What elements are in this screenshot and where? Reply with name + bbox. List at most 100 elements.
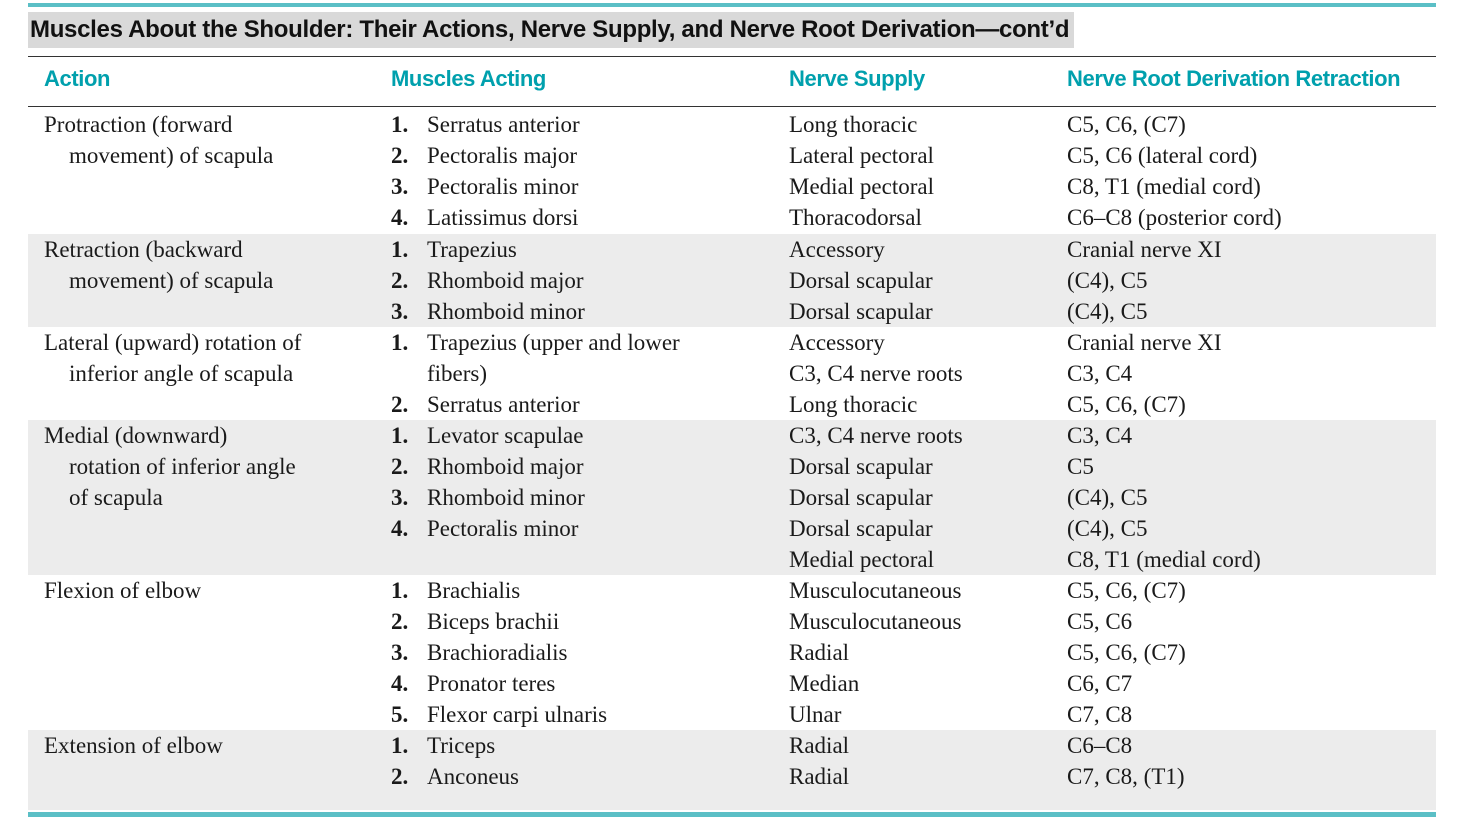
muscle-number: 1.	[391, 237, 409, 262]
nerve-root-line: C5, C6 (lateral cord)	[1067, 143, 1258, 168]
muscle-name: Trapezius	[427, 237, 517, 262]
muscle-item: 5. Flexor carpi ulnaris	[391, 699, 607, 730]
muscle-name: Pectoralis major	[427, 143, 578, 168]
action-line: Flexion of elbow	[44, 578, 202, 603]
header-bottom-rule	[28, 106, 1436, 107]
action-line: of scapula	[69, 485, 163, 510]
muscle-item: 1. Levator scapulae	[391, 420, 585, 451]
muscle-number: 3.	[391, 299, 409, 324]
muscle-name: Levator scapulae	[427, 423, 584, 448]
muscle-item: 4. Pectoralis minor	[391, 513, 585, 544]
nerve-supply-line: Musculocutaneous	[789, 609, 962, 634]
bottom-accent-bar	[28, 812, 1436, 817]
muscle-number: 5.	[391, 702, 409, 727]
nerve-root-line: C7, C8	[1067, 702, 1133, 727]
action-cell: Protraction (forward movement) of scapula	[44, 109, 273, 171]
muscle-item: 4. Pronator teres	[391, 668, 607, 699]
nerve-root-line: C5	[1067, 454, 1094, 479]
nerve-supply-line: Musculocutaneous	[789, 578, 962, 603]
muscle-name: Brachialis	[427, 578, 521, 603]
header-muscles: Muscles Acting	[391, 66, 546, 91]
nerve-root-cell: C6–C8 C7, C8, (T1)	[1067, 730, 1185, 792]
muscle-item: 2. Rhomboid major	[391, 451, 585, 482]
nerve-root-cell: Cranial nerve XI C3, C4 C5, C6, (C7)	[1067, 327, 1222, 420]
nerve-supply-line: Accessory	[789, 330, 885, 355]
muscles-cell: 1. Serratus anterior 2. Pectoralis major 3. P…	[391, 109, 580, 233]
nerve-supply-line: Radial	[789, 733, 850, 758]
nerve-supply-line: Radial	[789, 640, 850, 665]
muscle-name: Serratus anterior	[427, 392, 580, 417]
nerve-root-line: C8, T1 (medial cord)	[1067, 174, 1261, 199]
nerve-supply-line: Dorsal scapular	[789, 299, 933, 324]
table-row	[28, 420, 1436, 575]
muscle-number: 1.	[391, 330, 409, 355]
muscle-number: 1.	[391, 112, 409, 137]
muscle-number: 3.	[391, 174, 409, 199]
muscles-cell: 1. Trapezius 2. Rhomboid major 3. Rhomboid mi…	[391, 234, 585, 327]
header-nerve-root: Nerve Root Derivation Retraction	[1067, 66, 1401, 91]
muscles-cell: 1. Triceps 2. Anconeus	[391, 730, 519, 792]
muscle-name: Biceps brachii	[427, 609, 560, 634]
muscle-number: 2.	[391, 392, 409, 417]
table-row	[28, 730, 1436, 810]
nerve-root-line: C5, C6, (C7)	[1067, 392, 1186, 417]
muscle-item: 3. Rhomboid minor	[391, 296, 585, 327]
nerve-supply-cell: Accessory Dorsal scapular Dorsal scapular	[789, 234, 933, 327]
muscle-name-continued: fibers)	[427, 361, 488, 386]
muscle-number: 3.	[391, 485, 409, 510]
table-row	[28, 234, 1436, 327]
muscle-name: Trapezius (upper and lower	[427, 330, 680, 355]
muscles-cell: 1. Levator scapulae 2. Rhomboid major 3. Rhom…	[391, 420, 585, 544]
action-cell: Medial (downward) rotation of inferior an…	[44, 420, 296, 513]
nerve-supply-line: Medial pectoral	[789, 547, 934, 572]
action-line: rotation of inferior angle	[69, 454, 296, 479]
muscle-number: 2.	[391, 764, 409, 789]
nerve-supply-line: Dorsal scapular	[789, 516, 933, 541]
nerve-root-line: C6–C8	[1067, 733, 1133, 758]
muscle-item: 1. Trapezius (upper and lower	[391, 327, 680, 358]
muscle-number: 3.	[391, 640, 409, 665]
nerve-supply-cell: Long thoracic Lateral pectoral Medial pect…	[789, 109, 934, 233]
nerve-root-line: (C4), C5	[1067, 485, 1148, 510]
muscle-name: Brachioradialis	[427, 640, 568, 665]
muscle-number: 4.	[391, 516, 409, 541]
nerve-root-line: Cranial nerve XI	[1067, 330, 1222, 355]
muscle-name: Latissimus dorsi	[427, 205, 579, 230]
muscle-name: Pectoralis minor	[427, 174, 579, 199]
action-cell: Retraction (backward movement) of scapula	[44, 234, 273, 296]
nerve-supply-line: Dorsal scapular	[789, 268, 933, 293]
muscles-cell: 1. Brachialis 2. Biceps brachii 3. Brachiorad…	[391, 575, 607, 730]
muscle-number: 4.	[391, 205, 409, 230]
muscle-number: 2.	[391, 268, 409, 293]
action-line: Protraction (forward	[44, 112, 233, 137]
muscle-name: Rhomboid major	[427, 268, 584, 293]
muscle-item: 3. Brachioradialis	[391, 637, 607, 668]
nerve-supply-line: C3, C4 nerve roots	[789, 361, 963, 386]
muscle-name: Anconeus	[427, 764, 519, 789]
muscle-item: 4. Latissimus dorsi	[391, 202, 580, 233]
nerve-root-line: (C4), C5	[1067, 299, 1148, 324]
muscle-number: 2.	[391, 454, 409, 479]
muscle-item: 3. Rhomboid minor	[391, 482, 585, 513]
muscle-item: 2. Anconeus	[391, 761, 519, 792]
muscle-item: 1. Trapezius	[391, 234, 585, 265]
nerve-root-line: C3, C4	[1067, 423, 1133, 448]
action-line: Medial (downward)	[44, 423, 228, 448]
nerve-root-line: (C4), C5	[1067, 268, 1148, 293]
nerve-supply-line: Accessory	[789, 237, 885, 262]
nerve-root-cell: C5, C6, (C7) C5, C6 C5, C6, (C7) C6, C7 C7, …	[1067, 575, 1186, 730]
nerve-root-cell: C3, C4 C5 (C4), C5 (C4), C5 C8, T1 (medial c…	[1067, 420, 1261, 575]
muscle-name: Triceps	[427, 733, 496, 758]
nerve-root-line: C5, C6, (C7)	[1067, 578, 1186, 603]
nerve-root-line: (C4), C5	[1067, 516, 1148, 541]
nerve-supply-cell: Radial Radial	[789, 730, 849, 792]
nerve-root-line: C5, C6	[1067, 609, 1133, 634]
nerve-supply-line: Long thoracic	[789, 392, 918, 417]
muscle-number: 2.	[391, 609, 409, 634]
muscle-number: 1.	[391, 578, 409, 603]
nerve-supply-line: Ulnar	[789, 702, 842, 727]
action-cell: Flexion of elbow	[44, 575, 201, 606]
action-line: movement) of scapula	[69, 143, 274, 168]
nerve-root-line: C7, C8, (T1)	[1067, 764, 1185, 789]
nerve-supply-cell: Accessory C3, C4 nerve roots Long thoracic	[789, 327, 963, 420]
